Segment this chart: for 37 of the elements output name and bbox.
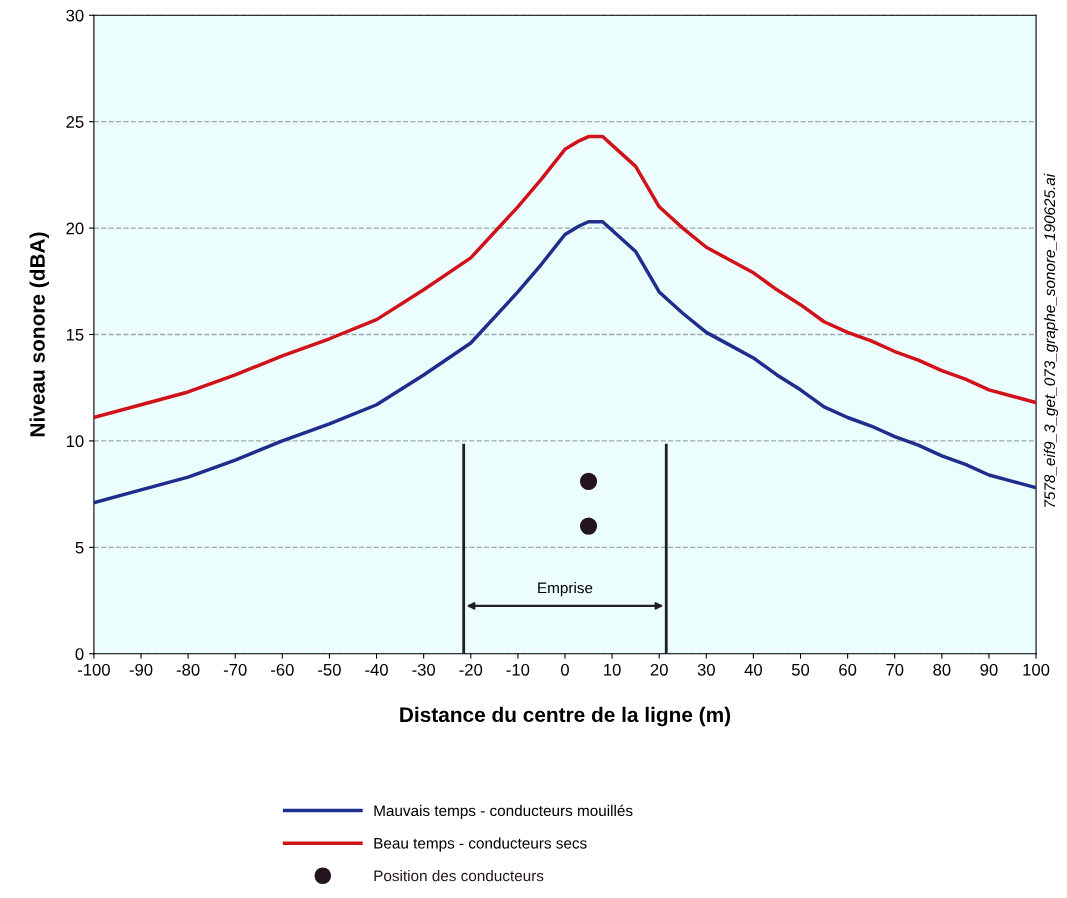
line-series (93, 219, 1037, 505)
y-tick-label: 0 (75, 648, 84, 660)
x-tick-label: -60 (271, 663, 294, 676)
x-tick-label: 80 (933, 663, 951, 676)
text: 7578_eif9_3_get_073_graphe_sonore_190625.ai (1043, 173, 1059, 507)
x-axis-title: Distance du centre de la ligne (m) (400, 706, 731, 727)
x-tick-label: 20 (650, 663, 668, 676)
annotation: Emprise (538, 582, 593, 597)
legend-label: Beau temps - conducteurs secs (374, 837, 587, 852)
x-tick-label: -20 (459, 663, 483, 676)
y-tick-label: 25 (66, 116, 84, 128)
line-series (93, 134, 1037, 420)
x-tick-label: 60 (839, 663, 857, 676)
x-tick-label: 100 (1023, 663, 1050, 676)
x-tick-label: -30 (412, 663, 436, 676)
x-tick-label: 70 (886, 663, 904, 676)
text: Position des conducteurs (374, 870, 544, 882)
y-tick-label: 30 (66, 9, 84, 22)
x-tick-label: -70 (223, 663, 247, 676)
y-tick-label: 15 (66, 329, 84, 341)
y-axis-title: Niveau sonore (dBA) (29, 232, 49, 437)
y-tick-label: 20 (66, 222, 84, 235)
x-tick-label: -50 (318, 663, 341, 676)
x-tick-label: 90 (980, 663, 998, 676)
x-tick-label: -80 (176, 663, 200, 676)
x-tick-label: -100 (77, 663, 110, 676)
y-tick-label: 10 (66, 435, 84, 448)
x-tick-label: 40 (744, 663, 763, 676)
x-tick-label: -40 (365, 663, 388, 676)
x-tick-label: 50 (791, 663, 810, 676)
x-tick-label: 10 (604, 663, 621, 676)
y-tick-label: 5 (75, 541, 84, 554)
x-tick-label: 30 (697, 663, 715, 676)
x-tick-label: 0 (560, 663, 569, 676)
x-tick-label: -90 (129, 663, 153, 676)
legend-label: Mauvais temps - conducteurs mouillés (374, 804, 633, 820)
x-tick-label: -10 (506, 663, 530, 676)
